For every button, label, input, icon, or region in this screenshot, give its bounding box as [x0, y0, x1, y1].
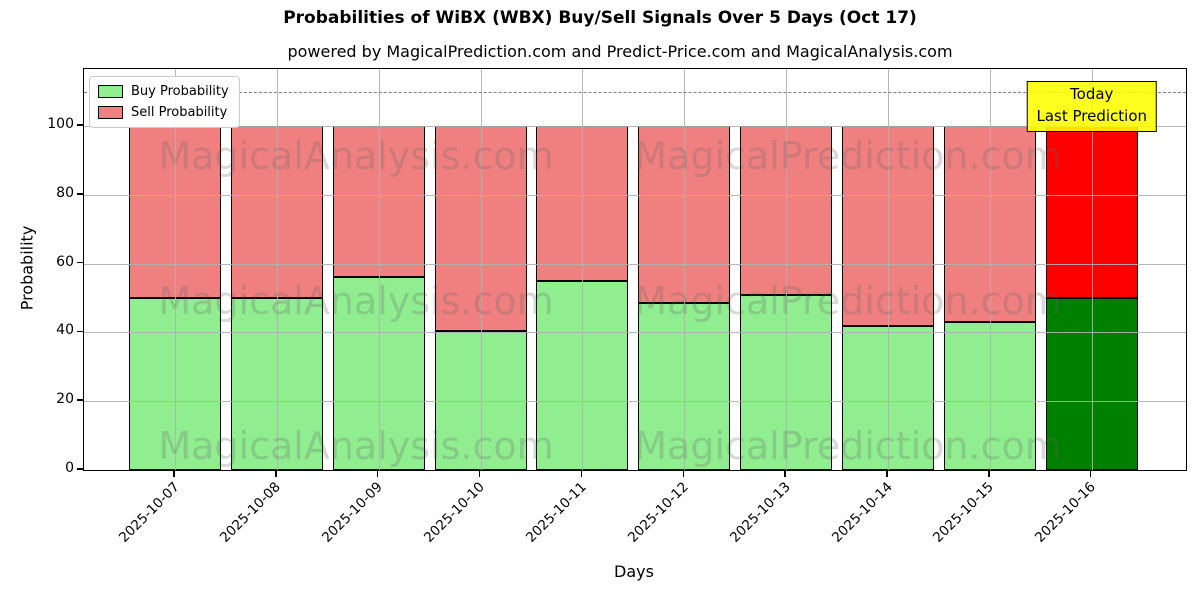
x-tick-mark [886, 470, 888, 477]
gridline-horizontal [84, 332, 1186, 334]
y-tick-label: 0 [65, 460, 74, 476]
x-tick-mark [376, 470, 379, 477]
x-tick-mark [173, 470, 175, 477]
x-tick-label: 2025-10-13 [726, 479, 794, 546]
x-axis-label: Days [614, 562, 654, 581]
gridline-vertical [684, 69, 686, 470]
gridline-vertical [582, 69, 584, 470]
gridline-vertical [888, 69, 890, 470]
annotation-line-2: Last Prediction [1036, 106, 1147, 125]
y-tick-mark [77, 468, 83, 470]
y-tick-mark [77, 261, 83, 264]
legend-label-sell: Sell Probability [131, 105, 228, 120]
buy-swatch-icon [98, 85, 123, 98]
today-annotation: Today Last Prediction [1026, 81, 1157, 132]
y-tick-mark [77, 330, 83, 333]
y-tick-label: 60 [56, 253, 74, 270]
x-tick-label: 2025-10-15 [930, 479, 998, 546]
gridline-vertical [276, 69, 278, 470]
threshold-dashed-line [84, 91, 1186, 93]
gridline-vertical [786, 69, 788, 470]
gridline-vertical [480, 69, 482, 470]
x-tick-label: 2025-10-08 [217, 479, 285, 546]
y-tick-mark [77, 124, 83, 126]
x-tick-mark [784, 470, 786, 477]
y-tick-mark [77, 399, 83, 401]
chart-subtitle: powered by MagicalPrediction.com and Pre… [287, 42, 953, 61]
y-tick-label: 20 [56, 391, 74, 408]
x-tick-mark [1089, 470, 1092, 477]
gridline-vertical [1091, 69, 1093, 470]
x-tick-label: 2025-10-10 [421, 479, 488, 546]
x-tick-mark [988, 470, 990, 477]
gridline-horizontal [84, 194, 1186, 196]
gridline-horizontal [84, 401, 1186, 403]
x-tick-mark [580, 470, 583, 477]
x-tick-label: 2025-10-16 [1032, 479, 1100, 546]
gridline-horizontal [84, 126, 1186, 128]
annotation-line-1: Today [1070, 85, 1114, 103]
chart-title: Probabilities of WiBX (WBX) Buy/Sell Sig… [283, 8, 917, 28]
y-tick-label: 100 [47, 116, 74, 133]
y-tick-label: 40 [56, 322, 74, 339]
y-tick-label: 80 [56, 184, 74, 201]
gridline-vertical [989, 69, 991, 470]
sell-swatch-icon [98, 106, 123, 119]
x-tick-label: 2025-10-07 [115, 479, 183, 546]
x-tick-mark [478, 470, 481, 477]
plot-area: Buy Probability Sell Probability Today L… [83, 68, 1187, 471]
x-tick-mark [275, 470, 277, 477]
x-tick-label: 2025-10-11 [522, 479, 590, 546]
legend-item-buy: Buy Probability [98, 84, 229, 99]
gridline-horizontal [84, 263, 1186, 265]
y-tick-mark [77, 193, 83, 195]
legend-item-sell: Sell Probability [98, 105, 229, 120]
gridline-vertical [175, 69, 176, 470]
x-tick-label: 2025-10-09 [319, 479, 387, 546]
gridline-vertical [378, 69, 380, 470]
legend: Buy Probability Sell Probability [89, 76, 240, 128]
x-tick-mark [682, 470, 685, 477]
legend-label-buy: Buy Probability [131, 84, 229, 99]
x-tick-label: 2025-10-14 [828, 479, 896, 546]
x-tick-label: 2025-10-12 [624, 479, 692, 546]
